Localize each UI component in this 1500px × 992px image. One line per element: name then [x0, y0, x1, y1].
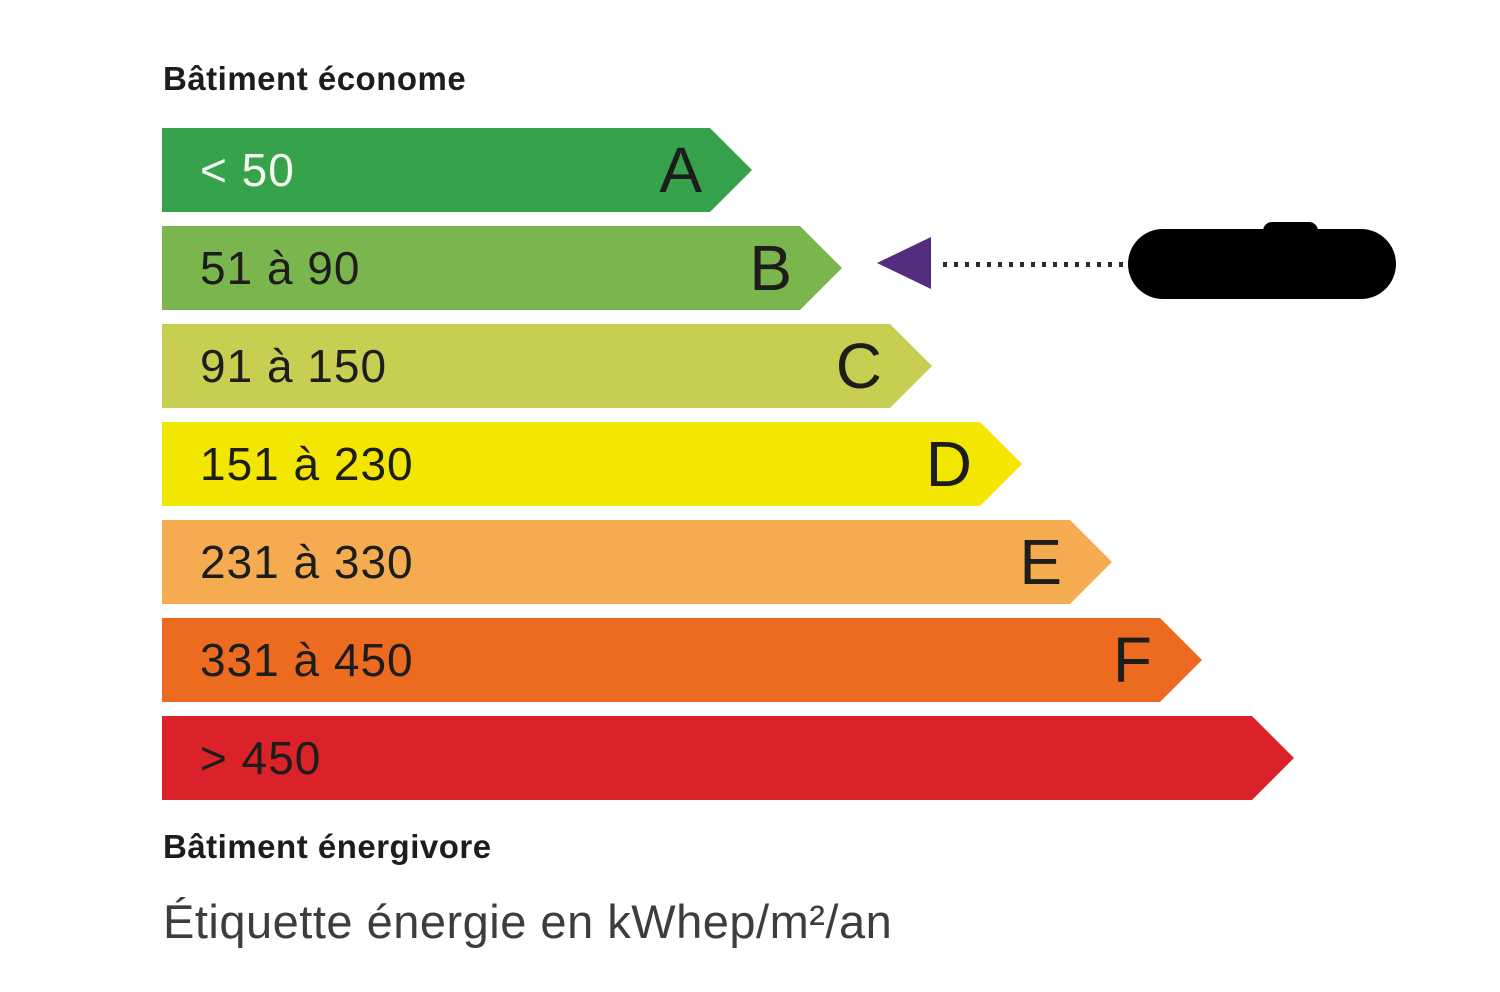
dotted-connector-line — [943, 262, 1123, 267]
energy-class-bar-a: < 50 A — [162, 128, 752, 212]
class-letter: D — [925, 428, 972, 500]
energy-class-bar-e: 231 à 330 E — [162, 520, 1112, 604]
range-label: 91 à 150 — [200, 340, 388, 392]
class-letter: C — [835, 330, 882, 402]
class-letter: B — [749, 232, 792, 304]
energy-label-caption: Étiquette énergie en kWhep/m²/an — [163, 895, 893, 948]
class-letter: F — [1112, 624, 1152, 696]
energy-class-bar-g: > 450 — [162, 716, 1294, 800]
energy-class-bar-d: 151 à 230 D — [162, 422, 1022, 506]
energy-class-bars: < 50 A 51 à 90 B 91 à 150 C 151 à 230 D … — [162, 128, 1294, 800]
class-letter: E — [1019, 526, 1062, 598]
energy-class-bar-b: 51 à 90 B — [162, 226, 842, 310]
redacted-rating-value — [1128, 222, 1396, 299]
energy-class-bar-f: 331 à 450 F — [162, 618, 1202, 702]
energy-class-bar-c: 91 à 150 C — [162, 324, 932, 408]
range-label: > 450 — [200, 732, 322, 784]
economical-building-label: Bâtiment économe — [163, 60, 467, 97]
range-label: 151 à 230 — [200, 438, 414, 490]
energy-intensive-building-label: Bâtiment énergivore — [163, 828, 492, 865]
range-label: 51 à 90 — [200, 242, 361, 294]
range-label: < 50 — [200, 144, 295, 196]
range-label: 331 à 450 — [200, 634, 414, 686]
class-letter: A — [659, 134, 702, 206]
range-label: 231 à 330 — [200, 536, 414, 588]
